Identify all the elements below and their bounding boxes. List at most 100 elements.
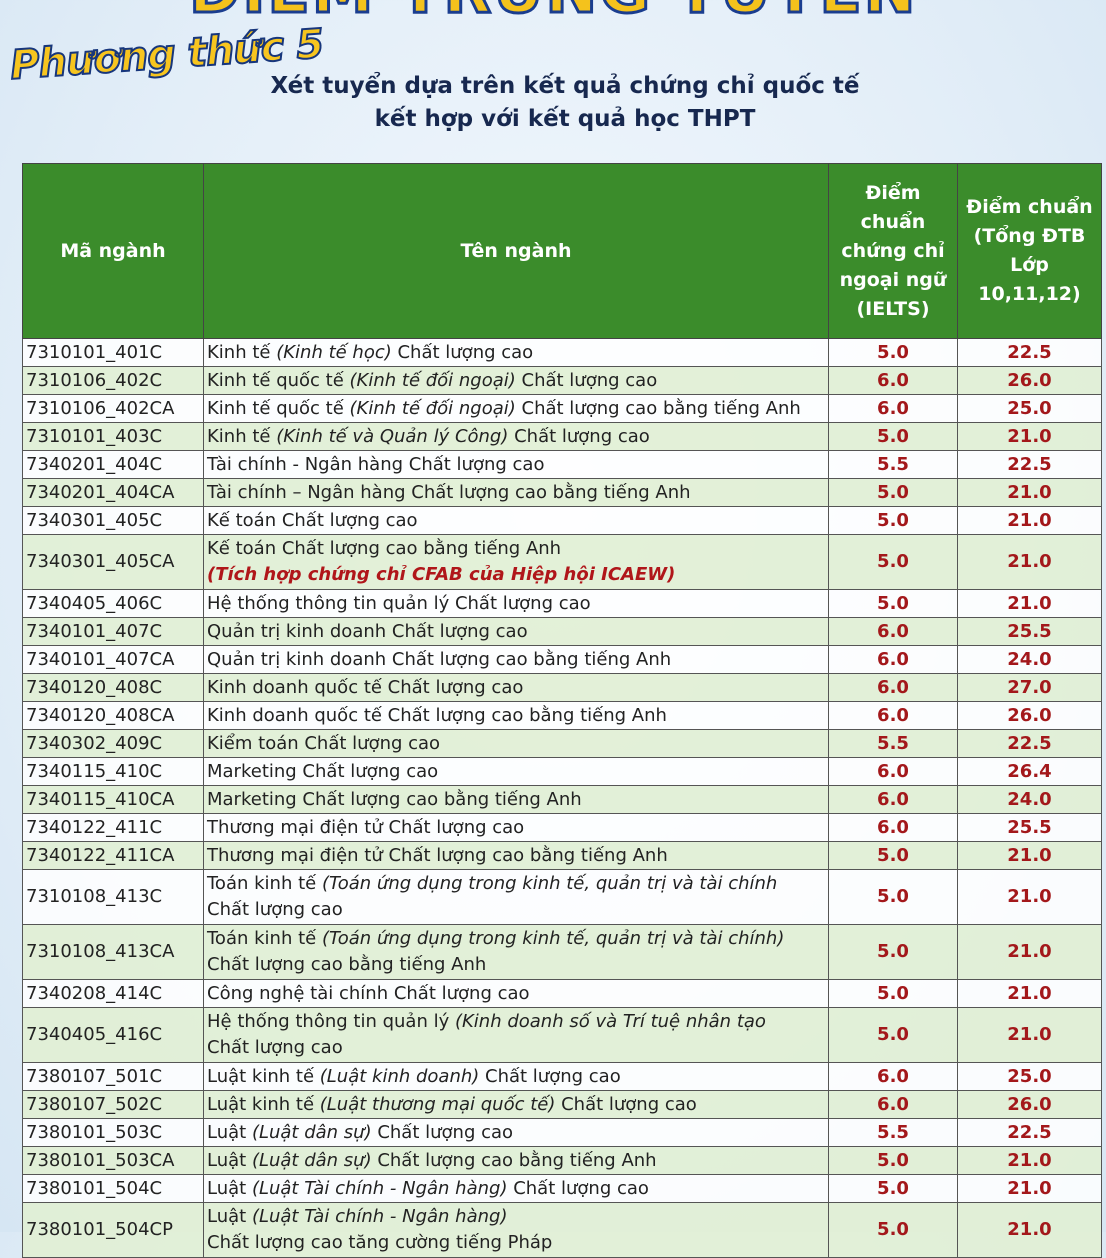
name-italic: (Luật Tài chính - Ngân hàng): [251, 1206, 508, 1227]
name-cell: Kinh tế quốc tế (Kinh tế đối ngoại) Chất…: [203, 366, 829, 395]
name-italic: (Toán ứng dụng trong kinh tế, quản trị v…: [321, 873, 778, 894]
ielts-score: 6.0: [828, 673, 958, 702]
name-text: Chất lượng cao bằng tiếng Anh: [515, 397, 801, 419]
name-cell: Luật (Luật Tài chính - Ngân hàng) Chất lư…: [203, 1202, 829, 1258]
name-line: (Tích hợp chứng chỉ CFAB của Hiệp hội IC…: [207, 562, 825, 588]
ielts-score: 6.0: [828, 813, 958, 842]
name-text: Toán kinh tế: [207, 873, 322, 894]
ielts-score: 5.5: [828, 729, 958, 758]
name-line: Kinh doanh quốc tế Chất lượng cao bằng t…: [207, 703, 825, 729]
code-cell: 7340301_405CA: [22, 534, 204, 590]
name-cell: Luật (Luật dân sự) Chất lượng cao bằng t…: [203, 1146, 829, 1175]
name-cell: Marketing Chất lượng cao bằng tiếng Anh: [203, 785, 829, 814]
name-text: Chất lượng cao: [207, 1037, 343, 1058]
name-cell: Hệ thống thông tin quản lý (Kinh doanh s…: [203, 1007, 829, 1063]
name-line: Luật (Luật Tài chính - Ngân hàng): [207, 1204, 825, 1230]
gpa-score: 22.5: [957, 729, 1102, 758]
name-text: Kế toán Chất lượng cao: [207, 509, 418, 531]
code-cell: 7310108_413C: [22, 869, 204, 925]
name-line: Chất lượng cao tăng cường tiếng Pháp: [207, 1230, 825, 1256]
gpa-score: 21.0: [957, 589, 1102, 618]
name-cell: Toán kinh tế (Toán ứng dụng trong kinh t…: [203, 924, 829, 980]
name-italic: (Kinh tế và Quản lý Công): [276, 425, 509, 447]
table-row: 7340302_409C Kiểm toán Chất lượng cao 5.5 2…: [22, 729, 1102, 758]
name-text: Tài chính - Ngân hàng Chất lượng cao: [207, 453, 545, 475]
name-text: Chất lượng cao: [391, 341, 534, 363]
gpa-score: 25.5: [957, 813, 1102, 842]
name-italic: (Kinh tế đối ngoại): [349, 397, 516, 419]
table-row: 7310101_401C Kinh tế (Kinh tế học) Chất l…: [22, 338, 1102, 367]
name-text: Chất lượng cao: [507, 1177, 649, 1199]
ielts-score: 6.0: [828, 366, 958, 395]
gpa-score: 21.0: [957, 506, 1102, 535]
name-line: Chất lượng cao: [207, 1035, 825, 1061]
ielts-score: 5.0: [828, 338, 958, 367]
ielts-score: 5.0: [828, 506, 958, 535]
ielts-score: 6.0: [828, 785, 958, 814]
name-cell: Luật kinh tế (Luật thương mại quốc tế) C…: [203, 1090, 829, 1119]
gpa-score: 26.0: [957, 366, 1102, 395]
name-cell: Kinh tế quốc tế (Kinh tế đối ngoại) Chất…: [203, 394, 829, 423]
name-text: Chất lượng cao: [515, 369, 658, 391]
gpa-score: 21.0: [957, 1007, 1102, 1063]
name-cell: Luật kinh tế (Luật kinh doanh) Chất lượn…: [203, 1062, 829, 1091]
code-cell: 7340115_410CA: [22, 785, 204, 814]
gpa-score: 25.5: [957, 617, 1102, 646]
name-text: Chất lượng cao tăng cường tiếng Pháp: [207, 1232, 553, 1253]
ielts-score: 6.0: [828, 394, 958, 423]
code-cell: 7340122_411C: [22, 813, 204, 842]
ielts-score: 5.0: [828, 869, 958, 925]
ielts-score: 6.0: [828, 1090, 958, 1119]
code-cell: 7340120_408C: [22, 673, 204, 702]
name-line: Marketing Chất lượng cao: [207, 759, 825, 785]
table-row: 7340201_404C Tài chính - Ngân hàng Chất l…: [22, 450, 1102, 479]
subtitle: kết hợp với kết quả học THPT: [374, 106, 756, 132]
name-text: Luật kinh tế: [207, 1065, 320, 1087]
name-line: Luật (Luật Tài chính - Ngân hàng) Chất l…: [207, 1176, 825, 1202]
code-cell: 7340405_406C: [22, 589, 204, 618]
code-cell: 7340122_411CA: [22, 841, 204, 870]
ielts-score: 6.0: [828, 645, 958, 674]
code-cell: 7380101_504C: [22, 1174, 204, 1203]
code-cell: 7310106_402C: [22, 366, 204, 395]
name-text: Thương mại điện tử Chất lượng cao bằng t…: [207, 844, 668, 866]
name-text: Kinh tế: [207, 425, 277, 447]
ielts-score: 6.0: [828, 701, 958, 730]
name-cell: Kinh tế (Kinh tế và Quản lý Công) Chất l…: [203, 422, 829, 451]
code-cell: 7380101_503C: [22, 1118, 204, 1147]
table-row: 7340120_408C Kinh doanh quốc tế Chất lượn…: [22, 673, 1102, 702]
name-cell: Thương mại điện tử Chất lượng cao bằng t…: [203, 841, 829, 870]
table-row: 7340201_404CA Tài chính – Ngân hàng Chất …: [22, 478, 1102, 507]
name-line: Công nghệ tài chính Chất lượng cao: [207, 981, 825, 1007]
code-cell: 7340120_408CA: [22, 701, 204, 730]
table-row: 7340115_410CA Marketing Chất lượng cao bằ…: [22, 785, 1102, 814]
name-text: Hệ thống thông tin quản lý Chất lượng ca…: [207, 592, 591, 614]
name-text: Kinh tế quốc tế: [207, 397, 350, 419]
ielts-score: 5.0: [828, 1007, 958, 1063]
code-cell: 7310101_401C: [22, 338, 204, 367]
table-row: 7380101_503C Luật (Luật dân sự) Chất lượn…: [22, 1118, 1102, 1147]
table-row: 7380101_504CP Luật (Luật Tài chính - Ngân…: [22, 1202, 1102, 1258]
name-line: Kinh tế quốc tế (Kinh tế đối ngoại) Chất…: [207, 396, 825, 422]
name-cell: Tài chính – Ngân hàng Chất lượng cao bằn…: [203, 478, 829, 507]
code-cell: 7310106_402CA: [22, 394, 204, 423]
ielts-score: 5.0: [828, 589, 958, 618]
gpa-score: 21.0: [957, 979, 1102, 1008]
name-text: Kinh doanh quốc tế Chất lượng cao: [207, 676, 524, 698]
table-row: 7340208_414C Công nghệ tài chính Chất lượ…: [22, 979, 1102, 1008]
gpa-score: 26.0: [957, 701, 1102, 730]
name-italic: (Kinh doanh số và Trí tuệ nhân tạo: [454, 1011, 766, 1032]
name-text: Luật: [207, 1206, 252, 1227]
name-text: Marketing Chất lượng cao: [207, 760, 439, 782]
table-row: 7340120_408CA Kinh doanh quốc tế Chất lượ…: [22, 701, 1102, 730]
table-row: 7310108_413C Toán kinh tế (Toán ứng dụng …: [22, 869, 1102, 925]
gpa-score: 22.5: [957, 338, 1102, 367]
name-text: Chất lượng cao: [207, 899, 343, 920]
name-text: Kinh tế quốc tế: [207, 369, 350, 391]
name-cell: Công nghệ tài chính Chất lượng cao: [203, 979, 829, 1008]
name-line: Luật kinh tế (Luật kinh doanh) Chất lượn…: [207, 1064, 825, 1090]
table-row: 7340301_405C Kế toán Chất lượng cao 5.0 21.…: [22, 506, 1102, 535]
name-line: Chất lượng cao bằng tiếng Anh: [207, 952, 825, 978]
table-body: 7310101_401C Kinh tế (Kinh tế học) Chất l…: [22, 338, 1102, 1258]
ielts-score: 5.0: [828, 422, 958, 451]
